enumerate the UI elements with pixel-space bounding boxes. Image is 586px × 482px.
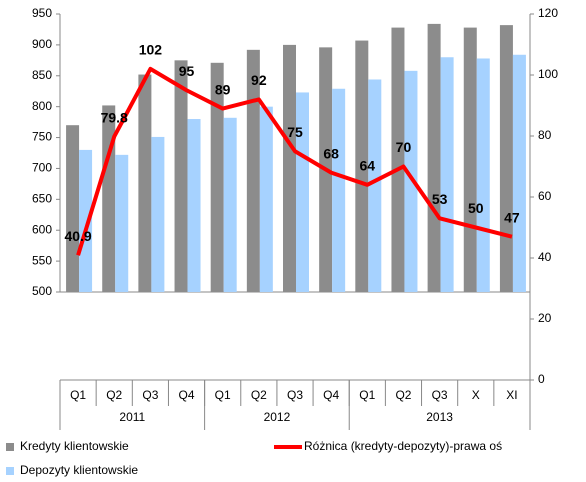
y-tick-label: 650 [32, 192, 52, 206]
x-tick-label: Q2 [251, 388, 267, 402]
y2-tick-label: 80 [538, 128, 552, 142]
legend-label: Różnica (kredyty-depozyty)-prawa oś [304, 439, 502, 453]
bar [404, 70, 418, 292]
y2-tick-label: 60 [538, 189, 552, 203]
x-tick-label: Q1 [215, 388, 231, 402]
y-tick-label: 900 [32, 37, 52, 51]
legend-label: Depozyty klientowskie [20, 463, 138, 477]
bar [512, 54, 526, 293]
bar [66, 125, 80, 292]
bar [210, 62, 224, 292]
data-label: 47 [504, 209, 520, 225]
data-label: 64 [360, 158, 376, 174]
y-tick-label: 700 [32, 161, 52, 175]
bar [440, 57, 454, 292]
data-label: 53 [432, 191, 448, 207]
y-tick-label: 850 [32, 68, 52, 82]
bar [115, 154, 129, 292]
bar [355, 40, 369, 292]
group-label: 2012 [264, 410, 291, 424]
x-tick-label: Q1 [359, 388, 375, 402]
data-label: 70 [396, 139, 412, 155]
y-tick-label: 600 [32, 222, 52, 236]
bar [283, 44, 296, 293]
x-tick-label: XI [506, 388, 517, 402]
bar [476, 58, 490, 293]
data-label: 68 [323, 145, 339, 161]
bar [174, 60, 188, 293]
bar [79, 149, 93, 292]
bar [151, 136, 165, 292]
bar [138, 74, 152, 292]
x-tick-label: X [472, 388, 480, 402]
group-label: 2011 [119, 410, 145, 424]
bar [463, 27, 477, 292]
x-tick-label: Q2 [106, 388, 122, 402]
x-tick-label: Q4 [179, 388, 195, 402]
y2-tick-label: 100 [538, 67, 558, 81]
bar [102, 105, 116, 292]
bar [259, 106, 273, 293]
bar [187, 119, 201, 293]
data-label: 40.9 [64, 228, 91, 244]
x-tick-label: Q3 [287, 388, 303, 402]
bar [427, 23, 441, 292]
bar [246, 49, 260, 292]
y2-tick-label: 0 [538, 372, 545, 386]
x-tick-label: Q3 [142, 388, 158, 402]
bar [332, 88, 346, 292]
bar [391, 27, 405, 292]
data-label: 79.8 [101, 109, 128, 125]
bar [368, 79, 382, 293]
y-tick-label: 500 [32, 284, 52, 298]
x-tick-label: Q3 [432, 388, 448, 402]
y2-tick-label: 120 [538, 6, 558, 20]
y-tick-label: 800 [32, 99, 52, 113]
data-label: 50 [468, 200, 484, 216]
data-label: 89 [215, 81, 231, 97]
data-label: 75 [287, 124, 303, 140]
legend-swatch [6, 467, 14, 475]
bar [296, 92, 309, 292]
legend-swatch [6, 443, 14, 451]
y2-tick-label: 40 [538, 250, 552, 264]
data-label: 92 [251, 72, 267, 88]
line [76, 66, 513, 256]
x-tick-label: Q4 [323, 388, 339, 402]
x-tick-label: Q2 [395, 388, 411, 402]
y-tick-label: 550 [32, 253, 52, 267]
data-label: 102 [139, 42, 163, 58]
y-tick-label: 950 [32, 6, 52, 20]
y2-tick-label: 20 [538, 311, 552, 325]
bar [223, 117, 237, 292]
y-tick-label: 750 [32, 130, 52, 144]
bar [499, 25, 513, 293]
x-tick-label: Q1 [70, 388, 86, 402]
legend-label: Kredyty klientowskie [20, 439, 129, 453]
group-label: 2013 [426, 410, 453, 424]
data-label: 95 [179, 63, 195, 79]
